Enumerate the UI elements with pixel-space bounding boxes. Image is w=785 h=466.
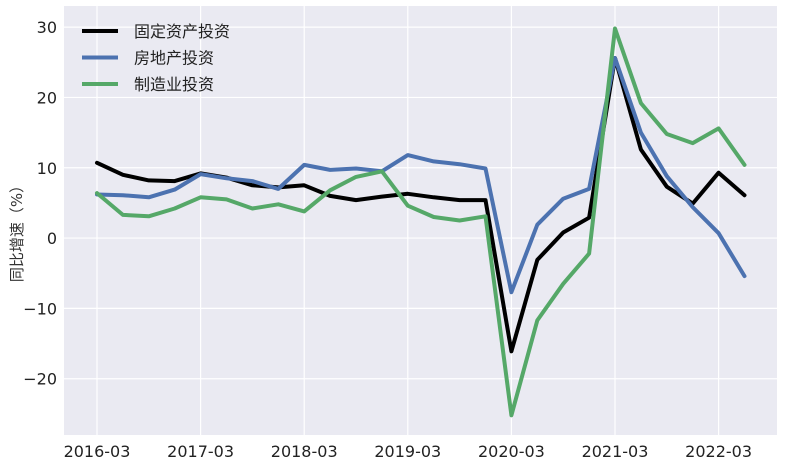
series-lines [95, 26, 747, 418]
y-tick-label: 30 [37, 18, 57, 37]
plot-area-background [64, 6, 777, 435]
y-tick-label: 0 [47, 229, 57, 248]
x-tick-label: 2019-03 [374, 442, 441, 461]
legend-label: 制造业投资 [134, 75, 214, 94]
x-tick-label: 2017-03 [167, 442, 234, 461]
grid-lines [64, 6, 777, 435]
y-tick-label: −20 [23, 370, 57, 389]
x-tick-label: 2016-03 [64, 442, 131, 461]
legend-label: 房地产投资 [134, 49, 214, 68]
x-tick-label: 2022-03 [685, 442, 752, 461]
series-line-1 [95, 56, 747, 295]
y-tick-label: −10 [23, 299, 57, 318]
x-tick-label: 2018-03 [271, 442, 338, 461]
x-tick-labels: 2016-03 2017-03 2018-03 2019-03 2020-03 2021-… [64, 442, 752, 461]
y-axis-label: 同比增速（%） [8, 178, 26, 282]
x-tick-label: 2020-03 [478, 442, 545, 461]
y-tick-label: 10 [37, 159, 57, 178]
legend-label: 固定资产投资 [134, 22, 230, 41]
series-line-2 [95, 26, 747, 418]
x-tick-label: 2021-03 [582, 442, 649, 461]
y-tick-label: 20 [37, 88, 57, 107]
y-tick-labels: 30 20 10 0 −10 −20 [23, 18, 57, 389]
